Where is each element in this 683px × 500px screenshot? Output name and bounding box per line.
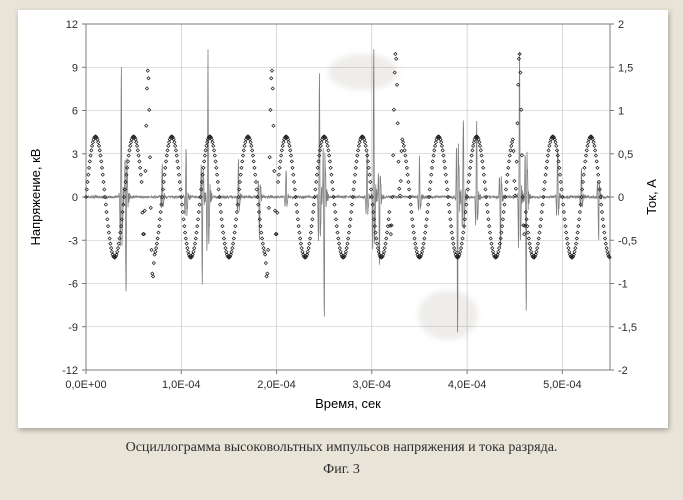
svg-text:1,0E-04: 1,0E-04	[162, 379, 201, 391]
svg-text:4,0E-04: 4,0E-04	[448, 379, 487, 391]
figure-caption: Осциллограмма высоковольтных импульсов н…	[14, 440, 669, 456]
svg-text:6: 6	[72, 106, 78, 118]
svg-text:-2: -2	[618, 365, 628, 377]
figure-number: Фиг. 3	[14, 462, 669, 478]
svg-text:-9: -9	[68, 322, 78, 334]
svg-text:Время, сек: Время, сек	[315, 396, 381, 411]
oscillogram-chart: 0,0E+00 1,0E-04 2,0E-04 3,0E-04 4,0E-04 5,0E-…	[18, 10, 668, 428]
svg-text:3,0E-04: 3,0E-04	[353, 379, 392, 391]
svg-text:12: 12	[66, 19, 78, 31]
svg-text:1: 1	[618, 106, 624, 118]
svg-text:1,5: 1,5	[618, 62, 633, 74]
svg-text:-6: -6	[68, 279, 78, 291]
svg-text:Ток, А: Ток, А	[644, 179, 659, 215]
svg-text:5,0E-04: 5,0E-04	[543, 379, 582, 391]
svg-text:0,5: 0,5	[618, 149, 633, 161]
svg-text:0: 0	[72, 192, 78, 204]
svg-text:2: 2	[618, 19, 624, 31]
svg-text:-1,5: -1,5	[618, 322, 637, 334]
svg-text:-1: -1	[618, 279, 628, 291]
svg-text:0,0E+00: 0,0E+00	[65, 379, 106, 391]
svg-text:-3: -3	[68, 235, 78, 247]
svg-text:2,0E-04: 2,0E-04	[257, 379, 296, 391]
svg-text:0: 0	[618, 192, 624, 204]
svg-text:3: 3	[72, 149, 78, 161]
svg-text:-12: -12	[62, 365, 78, 377]
svg-text:Напряжение, кВ: Напряжение, кВ	[28, 149, 43, 246]
svg-text:-0,5: -0,5	[618, 235, 637, 247]
svg-text:9: 9	[72, 62, 78, 74]
